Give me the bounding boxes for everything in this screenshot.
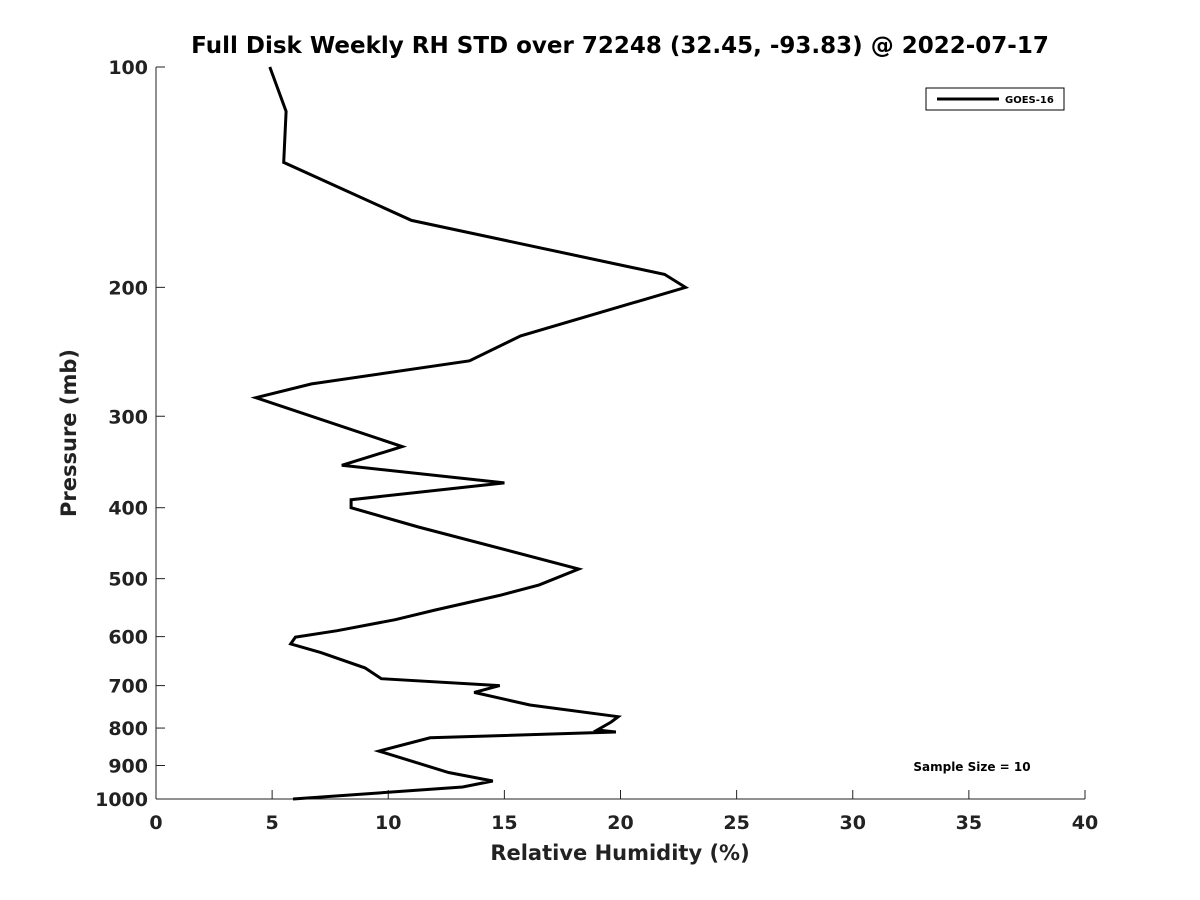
x-tick-label: 20 (607, 812, 633, 834)
y-tick-label: 800 (108, 718, 148, 740)
y-axis-label: Pressure (mb) (57, 349, 81, 517)
x-tick-label: 40 (1072, 812, 1098, 834)
y-tick-label: 300 (108, 406, 148, 428)
sample-size-annotation: Sample Size = 10 (913, 760, 1030, 774)
x-tick-label: 25 (723, 812, 749, 834)
plot-area (156, 67, 1085, 799)
y-tick-label: 700 (108, 676, 148, 698)
x-tick-label: 5 (266, 812, 279, 834)
y-ticks: 100 200 300 400 500 600 700 800 900 1000 (95, 57, 165, 811)
series-layer (250, 66, 690, 801)
series-line (250, 66, 690, 801)
y-tick-label: 600 (108, 627, 148, 649)
x-tick-label: 0 (149, 812, 162, 834)
legend: GOES-16 (925, 87, 1065, 111)
legend-label: GOES-16 (1005, 95, 1054, 106)
y-tick-label: 500 (108, 569, 148, 591)
y-tick-label: 200 (108, 277, 148, 299)
y-tick-label: 900 (108, 756, 148, 778)
x-tick-label: 35 (956, 812, 982, 834)
x-tick-label: 15 (491, 812, 517, 834)
x-axis-label: Relative Humidity (%) (490, 841, 749, 865)
x-ticks: 0 5 10 15 20 25 30 35 40 (149, 790, 1098, 834)
y-tick-label: 1000 (95, 789, 148, 811)
chart-title: Full Disk Weekly RH STD over 72248 (32.4… (191, 33, 1049, 59)
x-tick-label: 30 (840, 812, 866, 834)
y-tick-label: 400 (108, 498, 148, 520)
x-tick-label: 10 (375, 812, 401, 834)
y-tick-label: 100 (108, 57, 148, 79)
